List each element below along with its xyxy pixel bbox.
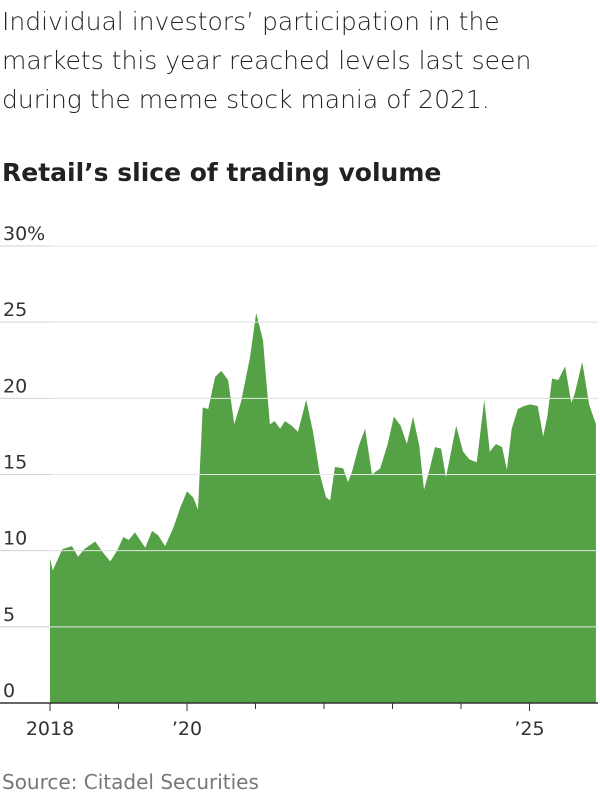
y-tick-label: 25 (3, 299, 27, 321)
x-tick-label: ’20 (172, 718, 202, 740)
source: Source: Citadel Securities (2, 770, 259, 794)
chart-title: Retail’s slice of trading volume (2, 158, 442, 187)
y-tick-label: 20 (3, 375, 27, 397)
x-tick-label: ’25 (514, 718, 544, 740)
y-tick-label: 10 (3, 528, 27, 550)
subtitle: Individual investors’ participation in t… (2, 7, 532, 114)
x-tick-label: 2018 (26, 718, 74, 740)
y-tick-label: 5 (3, 604, 15, 626)
y-tick-label: 30% (3, 223, 45, 245)
y-tick-label: 0 (3, 680, 15, 702)
y-tick-label: 15 (3, 452, 27, 474)
chart: 0 5 10 15 20 25 30% 2018 ’20 ’25 (0, 223, 598, 740)
area (50, 313, 596, 703)
